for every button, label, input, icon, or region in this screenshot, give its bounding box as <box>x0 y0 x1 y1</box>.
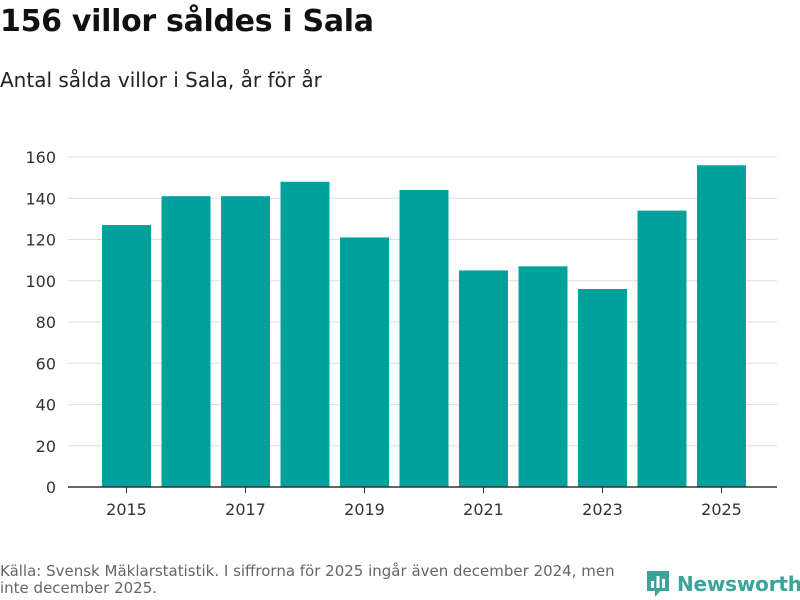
bar-chart: 0 20 40 60 80 100 120 140 160 2015 2017 2019 2021 202… <box>25 148 777 519</box>
bar-2016[interactable] <box>161 196 211 487</box>
y-tick-label-20: 20 <box>36 437 56 456</box>
x-tick-label-2025: 2025 <box>701 500 742 519</box>
y-tick-label-0: 0 <box>46 478 56 497</box>
bar-2024[interactable] <box>637 210 687 487</box>
brand-name: Newsworthy <box>677 572 800 596</box>
bar-2022[interactable] <box>518 266 568 487</box>
bar-2025[interactable] <box>697 165 746 487</box>
bar-2020[interactable] <box>399 190 449 487</box>
axes: 0 20 40 60 80 100 120 140 160 2015 2017 2019 2021 202… <box>25 148 777 519</box>
y-tick-label-80: 80 <box>36 313 56 332</box>
x-tick-label-2021: 2021 <box>463 500 504 519</box>
bar-2018[interactable] <box>280 181 330 487</box>
source-note: Källa: Svensk Mäklarstatistik. I siffror… <box>0 562 615 597</box>
y-tick-label-140: 140 <box>25 189 56 208</box>
x-tick-label-2015: 2015 <box>106 500 147 519</box>
bar-2015[interactable] <box>102 225 151 487</box>
x-tick-label-2019: 2019 <box>344 500 385 519</box>
chart-title: 156 villor såldes i Sala <box>0 4 374 39</box>
newsworthy-logo[interactable]: Newsworthy <box>645 569 800 599</box>
y-tick-label-40: 40 <box>36 396 56 415</box>
newsworthy-logo-icon <box>647 571 669 597</box>
y-tick-label-100: 100 <box>25 272 56 291</box>
y-tick-label-160: 160 <box>25 148 56 167</box>
bars <box>102 165 746 487</box>
x-tick-label-2017: 2017 <box>225 500 266 519</box>
bar-2021[interactable] <box>459 270 508 487</box>
bar-2023[interactable] <box>578 289 627 487</box>
bar-2017[interactable] <box>221 196 270 487</box>
x-tick-label-2023: 2023 <box>582 500 623 519</box>
y-tick-label-120: 120 <box>25 231 56 250</box>
y-tick-label-60: 60 <box>36 354 56 373</box>
chart-subtitle: Antal sålda villor i Sala, år för år <box>0 68 322 92</box>
bar-2019[interactable] <box>340 237 389 487</box>
